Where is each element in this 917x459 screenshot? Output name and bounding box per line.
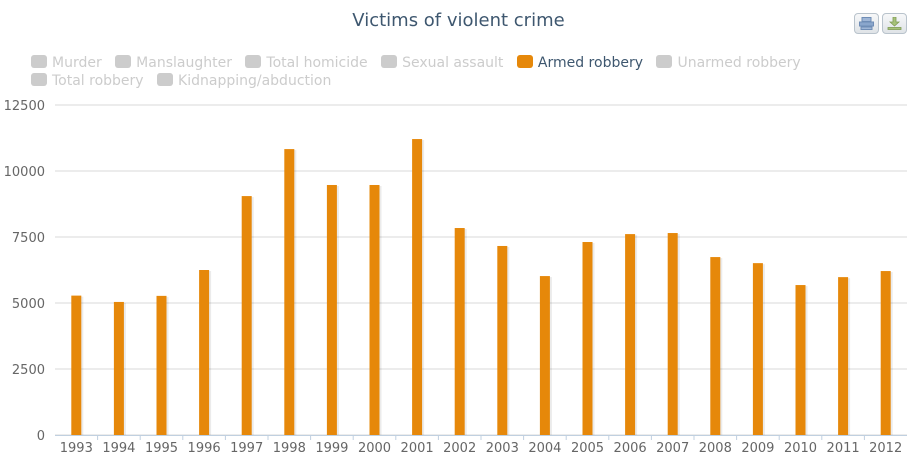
x-axis: 1993 1994 1995 1996 1997 1998 1999 2000 2001 2002… xyxy=(55,435,907,456)
legend-swatch xyxy=(31,73,47,86)
x-tick-label: 2002 xyxy=(443,441,476,456)
bar[interactable] xyxy=(199,270,210,435)
x-tick-label: 1994 xyxy=(102,441,135,456)
chart-legend: Murder Manslaughter Total homicide Sexua… xyxy=(31,54,911,90)
y-tick-label: 2500 xyxy=(12,363,45,378)
bar[interactable] xyxy=(497,245,508,435)
export-button[interactable] xyxy=(882,13,907,34)
legend-item-total-robbery[interactable]: Total robbery xyxy=(31,72,144,90)
y-tick-label: 12500 xyxy=(4,99,45,114)
bar[interactable] xyxy=(752,263,763,435)
y-tick-label: 0 xyxy=(37,429,45,444)
x-tick-label: 2005 xyxy=(571,441,604,456)
x-tick-label: 2004 xyxy=(528,441,561,456)
bar[interactable] xyxy=(241,196,252,435)
y-axis: 0 2500 5000 7500 10000 12500 xyxy=(4,99,45,444)
legend-swatch xyxy=(115,55,132,68)
print-icon xyxy=(859,17,874,30)
bar[interactable] xyxy=(795,285,806,435)
x-tick-label: 1999 xyxy=(315,441,348,456)
print-button[interactable] xyxy=(854,13,879,34)
y-tick-label: 7500 xyxy=(12,231,45,246)
x-tick-label: 2011 xyxy=(827,441,860,456)
legend-item-sexual-assault[interactable]: Sexual assault xyxy=(381,54,503,72)
bar[interactable] xyxy=(582,242,593,435)
x-tick-label: 2009 xyxy=(741,441,774,456)
bar[interactable] xyxy=(625,234,636,435)
legend-swatch xyxy=(656,55,673,68)
chart-title: Victims of violent crime xyxy=(352,10,565,31)
bar[interactable] xyxy=(71,295,82,435)
legend-item-manslaughter[interactable]: Manslaughter xyxy=(115,54,232,72)
x-tick-label: 1997 xyxy=(230,441,263,456)
bar[interactable] xyxy=(369,184,380,435)
y-tick-label: 5000 xyxy=(12,297,45,312)
bar[interactable] xyxy=(539,276,550,435)
legend-swatch xyxy=(157,73,174,86)
bar[interactable] xyxy=(113,301,124,435)
legend-item-total-homicide[interactable]: Total homicide xyxy=(245,54,368,72)
bar[interactable] xyxy=(838,277,849,435)
download-icon xyxy=(887,17,902,30)
legend-item-kidnapping[interactable]: Kidnapping/abduction xyxy=(157,72,331,90)
bar[interactable] xyxy=(156,295,167,435)
x-tick-label: 1998 xyxy=(273,441,306,456)
x-tick-label: 1993 xyxy=(60,441,93,456)
y-tick-label: 10000 xyxy=(4,165,45,180)
x-tick-label: 1995 xyxy=(145,441,178,456)
x-tick-label: 2008 xyxy=(699,441,732,456)
legend-item-unarmed-robbery[interactable]: Unarmed robbery xyxy=(656,54,801,72)
legend-swatch xyxy=(516,55,533,68)
bar[interactable] xyxy=(412,139,423,435)
x-tick-label: 2000 xyxy=(358,441,391,456)
x-tick-label: 2003 xyxy=(486,441,519,456)
legend-swatch xyxy=(31,55,47,68)
x-tick-label: 2010 xyxy=(784,441,817,456)
bar[interactable] xyxy=(284,149,295,435)
legend-swatch xyxy=(381,55,398,68)
bar[interactable] xyxy=(880,271,891,435)
bar[interactable] xyxy=(454,228,465,435)
chart-toolbar xyxy=(854,13,907,34)
bar[interactable] xyxy=(326,184,337,435)
legend-item-murder[interactable]: Murder xyxy=(31,54,102,72)
legend-item-armed-robbery[interactable]: Armed robbery xyxy=(516,54,643,72)
x-tick-label: 2007 xyxy=(656,441,689,456)
x-tick-label: 2001 xyxy=(401,441,434,456)
legend-swatch xyxy=(245,55,262,68)
bar-series-armed-robbery xyxy=(71,139,893,435)
x-tick-label: 1996 xyxy=(188,441,221,456)
bar[interactable] xyxy=(667,233,678,435)
x-tick-label: 2006 xyxy=(614,441,647,456)
gridlines xyxy=(55,104,907,436)
bar[interactable] xyxy=(710,257,721,435)
x-tick-label: 2012 xyxy=(869,441,902,456)
